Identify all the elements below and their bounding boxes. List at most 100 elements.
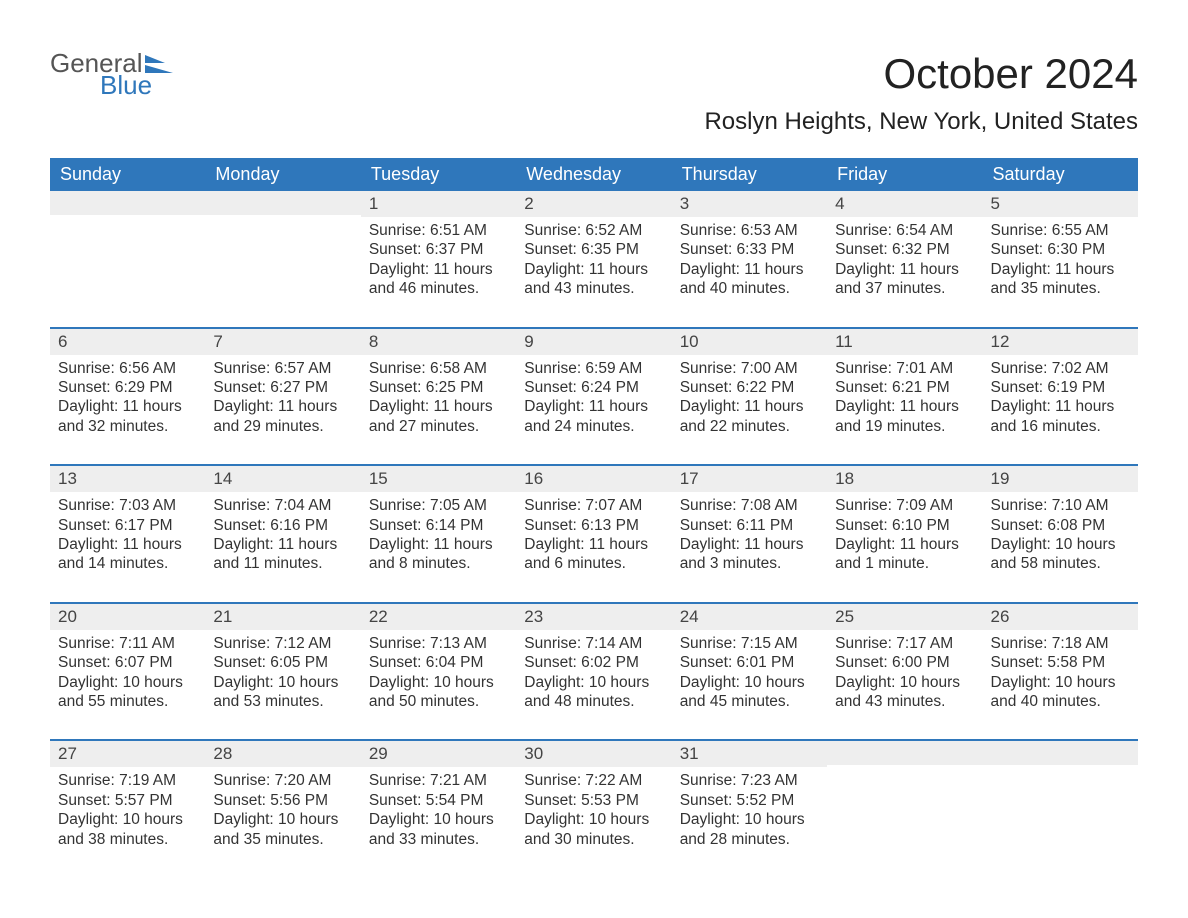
day-data: Sunrise: 7:07 AMSunset: 6:13 PMDaylight:…	[516, 492, 671, 602]
day-data: Sunrise: 7:00 AMSunset: 6:22 PMDaylight:…	[672, 355, 827, 465]
daylight-line-2: and 53 minutes.	[213, 692, 352, 711]
sunset-line: Sunset: 6:05 PM	[213, 653, 352, 672]
calendar-cell: 13Sunrise: 7:03 AMSunset: 6:17 PMDayligh…	[50, 465, 205, 603]
daylight-line-2: and 6 minutes.	[524, 554, 663, 573]
sunset-line: Sunset: 6:14 PM	[369, 516, 508, 535]
calendar-body: 1Sunrise: 6:51 AMSunset: 6:37 PMDaylight…	[50, 191, 1138, 877]
day-data	[50, 215, 205, 315]
day-data: Sunrise: 6:58 AMSunset: 6:25 PMDaylight:…	[361, 355, 516, 465]
day-data: Sunrise: 7:14 AMSunset: 6:02 PMDaylight:…	[516, 630, 671, 740]
sunset-line: Sunset: 6:27 PM	[213, 378, 352, 397]
daylight-line-1: Daylight: 11 hours	[58, 397, 197, 416]
sunset-line: Sunset: 6:37 PM	[369, 240, 508, 259]
day-data: Sunrise: 7:22 AMSunset: 5:53 PMDaylight:…	[516, 767, 671, 877]
daylight-line-1: Daylight: 10 hours	[524, 810, 663, 829]
day-number: 9	[516, 329, 671, 355]
day-number: 4	[827, 191, 982, 217]
day-number: 24	[672, 604, 827, 630]
day-number	[205, 191, 360, 215]
day-number: 19	[983, 466, 1138, 492]
calendar-cell: 7Sunrise: 6:57 AMSunset: 6:27 PMDaylight…	[205, 328, 360, 466]
daylight-line-1: Daylight: 11 hours	[991, 260, 1130, 279]
daylight-line-1: Daylight: 11 hours	[680, 260, 819, 279]
day-data: Sunrise: 7:08 AMSunset: 6:11 PMDaylight:…	[672, 492, 827, 602]
calendar-cell: 6Sunrise: 6:56 AMSunset: 6:29 PMDaylight…	[50, 328, 205, 466]
sunset-line: Sunset: 6:10 PM	[835, 516, 974, 535]
day-number: 25	[827, 604, 982, 630]
day-data: Sunrise: 7:05 AMSunset: 6:14 PMDaylight:…	[361, 492, 516, 602]
sunset-line: Sunset: 5:57 PM	[58, 791, 197, 810]
sunrise-line: Sunrise: 7:17 AM	[835, 634, 974, 653]
calendar-cell: 31Sunrise: 7:23 AMSunset: 5:52 PMDayligh…	[672, 740, 827, 877]
calendar-cell: 9Sunrise: 6:59 AMSunset: 6:24 PMDaylight…	[516, 328, 671, 466]
flag-icon	[145, 53, 173, 79]
daylight-line-1: Daylight: 10 hours	[524, 673, 663, 692]
day-number: 31	[672, 741, 827, 767]
daylight-line-1: Daylight: 11 hours	[524, 260, 663, 279]
day-number	[827, 741, 982, 765]
daylight-line-1: Daylight: 10 hours	[369, 673, 508, 692]
day-number: 23	[516, 604, 671, 630]
dow-tuesday: Tuesday	[361, 158, 516, 191]
dow-friday: Friday	[827, 158, 982, 191]
sunset-line: Sunset: 6:13 PM	[524, 516, 663, 535]
calendar-cell: 25Sunrise: 7:17 AMSunset: 6:00 PMDayligh…	[827, 603, 982, 741]
day-data	[983, 765, 1138, 865]
daylight-line-1: Daylight: 11 hours	[213, 535, 352, 554]
daylight-line-2: and 35 minutes.	[991, 279, 1130, 298]
daylight-line-1: Daylight: 11 hours	[369, 260, 508, 279]
daylight-line-1: Daylight: 10 hours	[991, 673, 1130, 692]
day-number	[50, 191, 205, 215]
daylight-line-2: and 24 minutes.	[524, 417, 663, 436]
day-number: 3	[672, 191, 827, 217]
daylight-line-1: Daylight: 10 hours	[991, 535, 1130, 554]
day-number: 11	[827, 329, 982, 355]
calendar-cell: 3Sunrise: 6:53 AMSunset: 6:33 PMDaylight…	[672, 191, 827, 328]
calendar-cell: 21Sunrise: 7:12 AMSunset: 6:05 PMDayligh…	[205, 603, 360, 741]
sunrise-line: Sunrise: 7:01 AM	[835, 359, 974, 378]
daylight-line-2: and 40 minutes.	[991, 692, 1130, 711]
daylight-line-1: Daylight: 11 hours	[524, 397, 663, 416]
day-data: Sunrise: 7:20 AMSunset: 5:56 PMDaylight:…	[205, 767, 360, 877]
calendar-cell: 19Sunrise: 7:10 AMSunset: 6:08 PMDayligh…	[983, 465, 1138, 603]
day-number: 13	[50, 466, 205, 492]
daylight-line-1: Daylight: 11 hours	[991, 397, 1130, 416]
sunset-line: Sunset: 6:01 PM	[680, 653, 819, 672]
day-number: 26	[983, 604, 1138, 630]
location-subtitle: Roslyn Heights, New York, United States	[704, 108, 1138, 136]
sunset-line: Sunset: 6:33 PM	[680, 240, 819, 259]
day-data: Sunrise: 6:51 AMSunset: 6:37 PMDaylight:…	[361, 217, 516, 327]
daylight-line-2: and 46 minutes.	[369, 279, 508, 298]
day-number: 5	[983, 191, 1138, 217]
sunset-line: Sunset: 6:17 PM	[58, 516, 197, 535]
sunrise-line: Sunrise: 7:18 AM	[991, 634, 1130, 653]
daylight-line-2: and 50 minutes.	[369, 692, 508, 711]
calendar-cell: 15Sunrise: 7:05 AMSunset: 6:14 PMDayligh…	[361, 465, 516, 603]
calendar-cell: 16Sunrise: 7:07 AMSunset: 6:13 PMDayligh…	[516, 465, 671, 603]
day-number: 12	[983, 329, 1138, 355]
dow-saturday: Saturday	[983, 158, 1138, 191]
day-data: Sunrise: 6:52 AMSunset: 6:35 PMDaylight:…	[516, 217, 671, 327]
daylight-line-1: Daylight: 10 hours	[213, 673, 352, 692]
page-title: October 2024	[704, 50, 1138, 98]
sunrise-line: Sunrise: 6:57 AM	[213, 359, 352, 378]
sunrise-line: Sunrise: 6:56 AM	[58, 359, 197, 378]
daylight-line-1: Daylight: 10 hours	[369, 810, 508, 829]
calendar-page: General Blue October 2024 Roslyn Heights…	[0, 0, 1188, 917]
day-number: 27	[50, 741, 205, 767]
calendar-cell: 4Sunrise: 6:54 AMSunset: 6:32 PMDaylight…	[827, 191, 982, 328]
daylight-line-2: and 55 minutes.	[58, 692, 197, 711]
day-number	[983, 741, 1138, 765]
day-data: Sunrise: 7:21 AMSunset: 5:54 PMDaylight:…	[361, 767, 516, 877]
days-of-week-row: Sunday Monday Tuesday Wednesday Thursday…	[50, 158, 1138, 191]
calendar-cell: 8Sunrise: 6:58 AMSunset: 6:25 PMDaylight…	[361, 328, 516, 466]
daylight-line-1: Daylight: 11 hours	[680, 535, 819, 554]
day-data: Sunrise: 7:04 AMSunset: 6:16 PMDaylight:…	[205, 492, 360, 602]
calendar-cell: 30Sunrise: 7:22 AMSunset: 5:53 PMDayligh…	[516, 740, 671, 877]
daylight-line-2: and 19 minutes.	[835, 417, 974, 436]
calendar-cell: 23Sunrise: 7:14 AMSunset: 6:02 PMDayligh…	[516, 603, 671, 741]
day-data: Sunrise: 7:23 AMSunset: 5:52 PMDaylight:…	[672, 767, 827, 877]
day-data: Sunrise: 6:57 AMSunset: 6:27 PMDaylight:…	[205, 355, 360, 465]
calendar-cell: 2Sunrise: 6:52 AMSunset: 6:35 PMDaylight…	[516, 191, 671, 328]
sunrise-line: Sunrise: 7:08 AM	[680, 496, 819, 515]
